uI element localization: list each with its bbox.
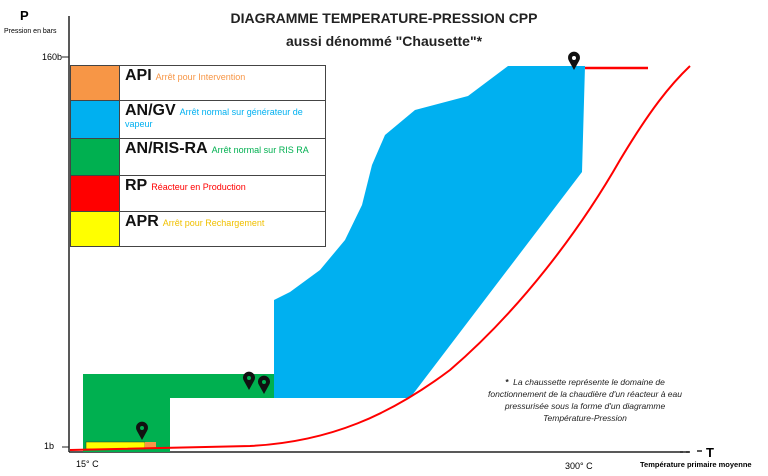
x-symbol: T: [706, 445, 714, 460]
legend-swatch: [71, 212, 120, 246]
y-tick-label: 160b: [42, 52, 62, 62]
x-tick-label: 15° C: [76, 459, 99, 469]
legend-row: AN/RIS-RA Arrêt normal sur RIS RA: [70, 138, 326, 176]
legend-description: Arrêt pour Intervention: [155, 72, 246, 82]
legend-row: RP Réacteur en Production: [70, 175, 326, 212]
note-text: La chaussette représente le domaine de f…: [488, 377, 682, 423]
legend-text: AN/GV Arrêt normal sur générateur de vape…: [120, 101, 325, 138]
pin: [243, 371, 255, 390]
note: * La chaussette représente le domaine de…: [480, 376, 690, 424]
api-zone: [145, 442, 156, 449]
pin: [136, 421, 149, 440]
legend-code: API: [125, 67, 152, 84]
title: DIAGRAMME TEMPERATURE-PRESSION CPP: [230, 10, 538, 26]
legend-swatch: [71, 176, 120, 211]
legend-description: Arrêt normal sur générateur de vapeur: [125, 107, 303, 129]
legend-swatch: [71, 101, 120, 138]
y-label: Pression en bars: [4, 28, 57, 35]
markers: [136, 51, 581, 440]
an-gv-zone: [274, 66, 585, 398]
note-marker: *: [505, 377, 509, 387]
rp-curve: [69, 65, 691, 451]
legend-row: APR Arrêt pour Rechargement: [70, 211, 326, 247]
y-symbol: P: [20, 8, 29, 23]
legend-code: AN/GV: [125, 102, 176, 119]
legend-row: AN/GV Arrêt normal sur générateur de vape…: [70, 100, 326, 139]
legend-code: APR: [125, 213, 159, 230]
legend-code: AN/RIS-RA: [125, 140, 208, 157]
legend-swatch: [71, 66, 120, 100]
legend-description: Réacteur en Production: [151, 182, 246, 192]
legend-description: Arrêt pour Rechargement: [162, 218, 265, 228]
pin: [258, 375, 271, 394]
legend-description: Arrêt normal sur RIS RA: [211, 145, 309, 155]
legend-text: APR Arrêt pour Rechargement: [120, 212, 268, 246]
subtitle: aussi dénommé "Chausette"*: [285, 33, 483, 49]
legend-code: RP: [125, 177, 148, 194]
legend-text: API Arrêt pour Intervention: [120, 66, 249, 100]
x-label: Température primaire moyenne: [640, 460, 752, 469]
x-tick-label: 300° C: [565, 461, 593, 471]
legend-text: RP Réacteur en Production: [120, 176, 250, 211]
legend-text: AN/RIS-RA Arrêt normal sur RIS RA: [120, 139, 313, 175]
legend-swatch: [71, 139, 120, 175]
y-tick-label: 1b: [44, 441, 54, 451]
an-ris-ra-zone: [83, 374, 274, 452]
pin: [568, 51, 581, 70]
legend-row: API Arrêt pour Intervention: [70, 65, 326, 101]
